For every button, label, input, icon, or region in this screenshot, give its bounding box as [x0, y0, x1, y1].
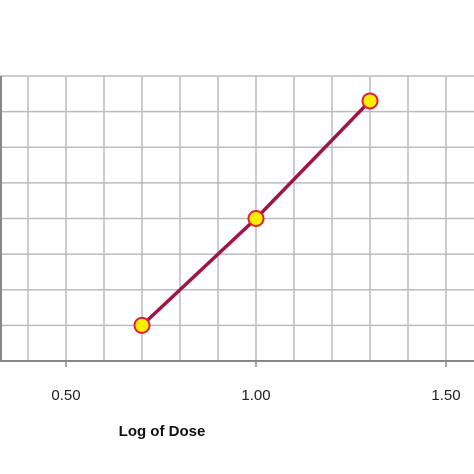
- data-series: [133, 92, 379, 334]
- data-point: [361, 92, 379, 110]
- x-tick-label: 1.00: [241, 387, 270, 404]
- x-axis-title: Log of Dose: [119, 423, 206, 440]
- data-point: [133, 316, 151, 334]
- x-tick-label: 1.50: [431, 387, 460, 404]
- x-tick-label: 0.50: [51, 387, 80, 404]
- axes: [0, 76, 474, 367]
- gridlines: [0, 75, 474, 361]
- x-tick-labels: 0.50 1.00 1.50: [51, 387, 460, 404]
- data-point: [247, 210, 265, 227]
